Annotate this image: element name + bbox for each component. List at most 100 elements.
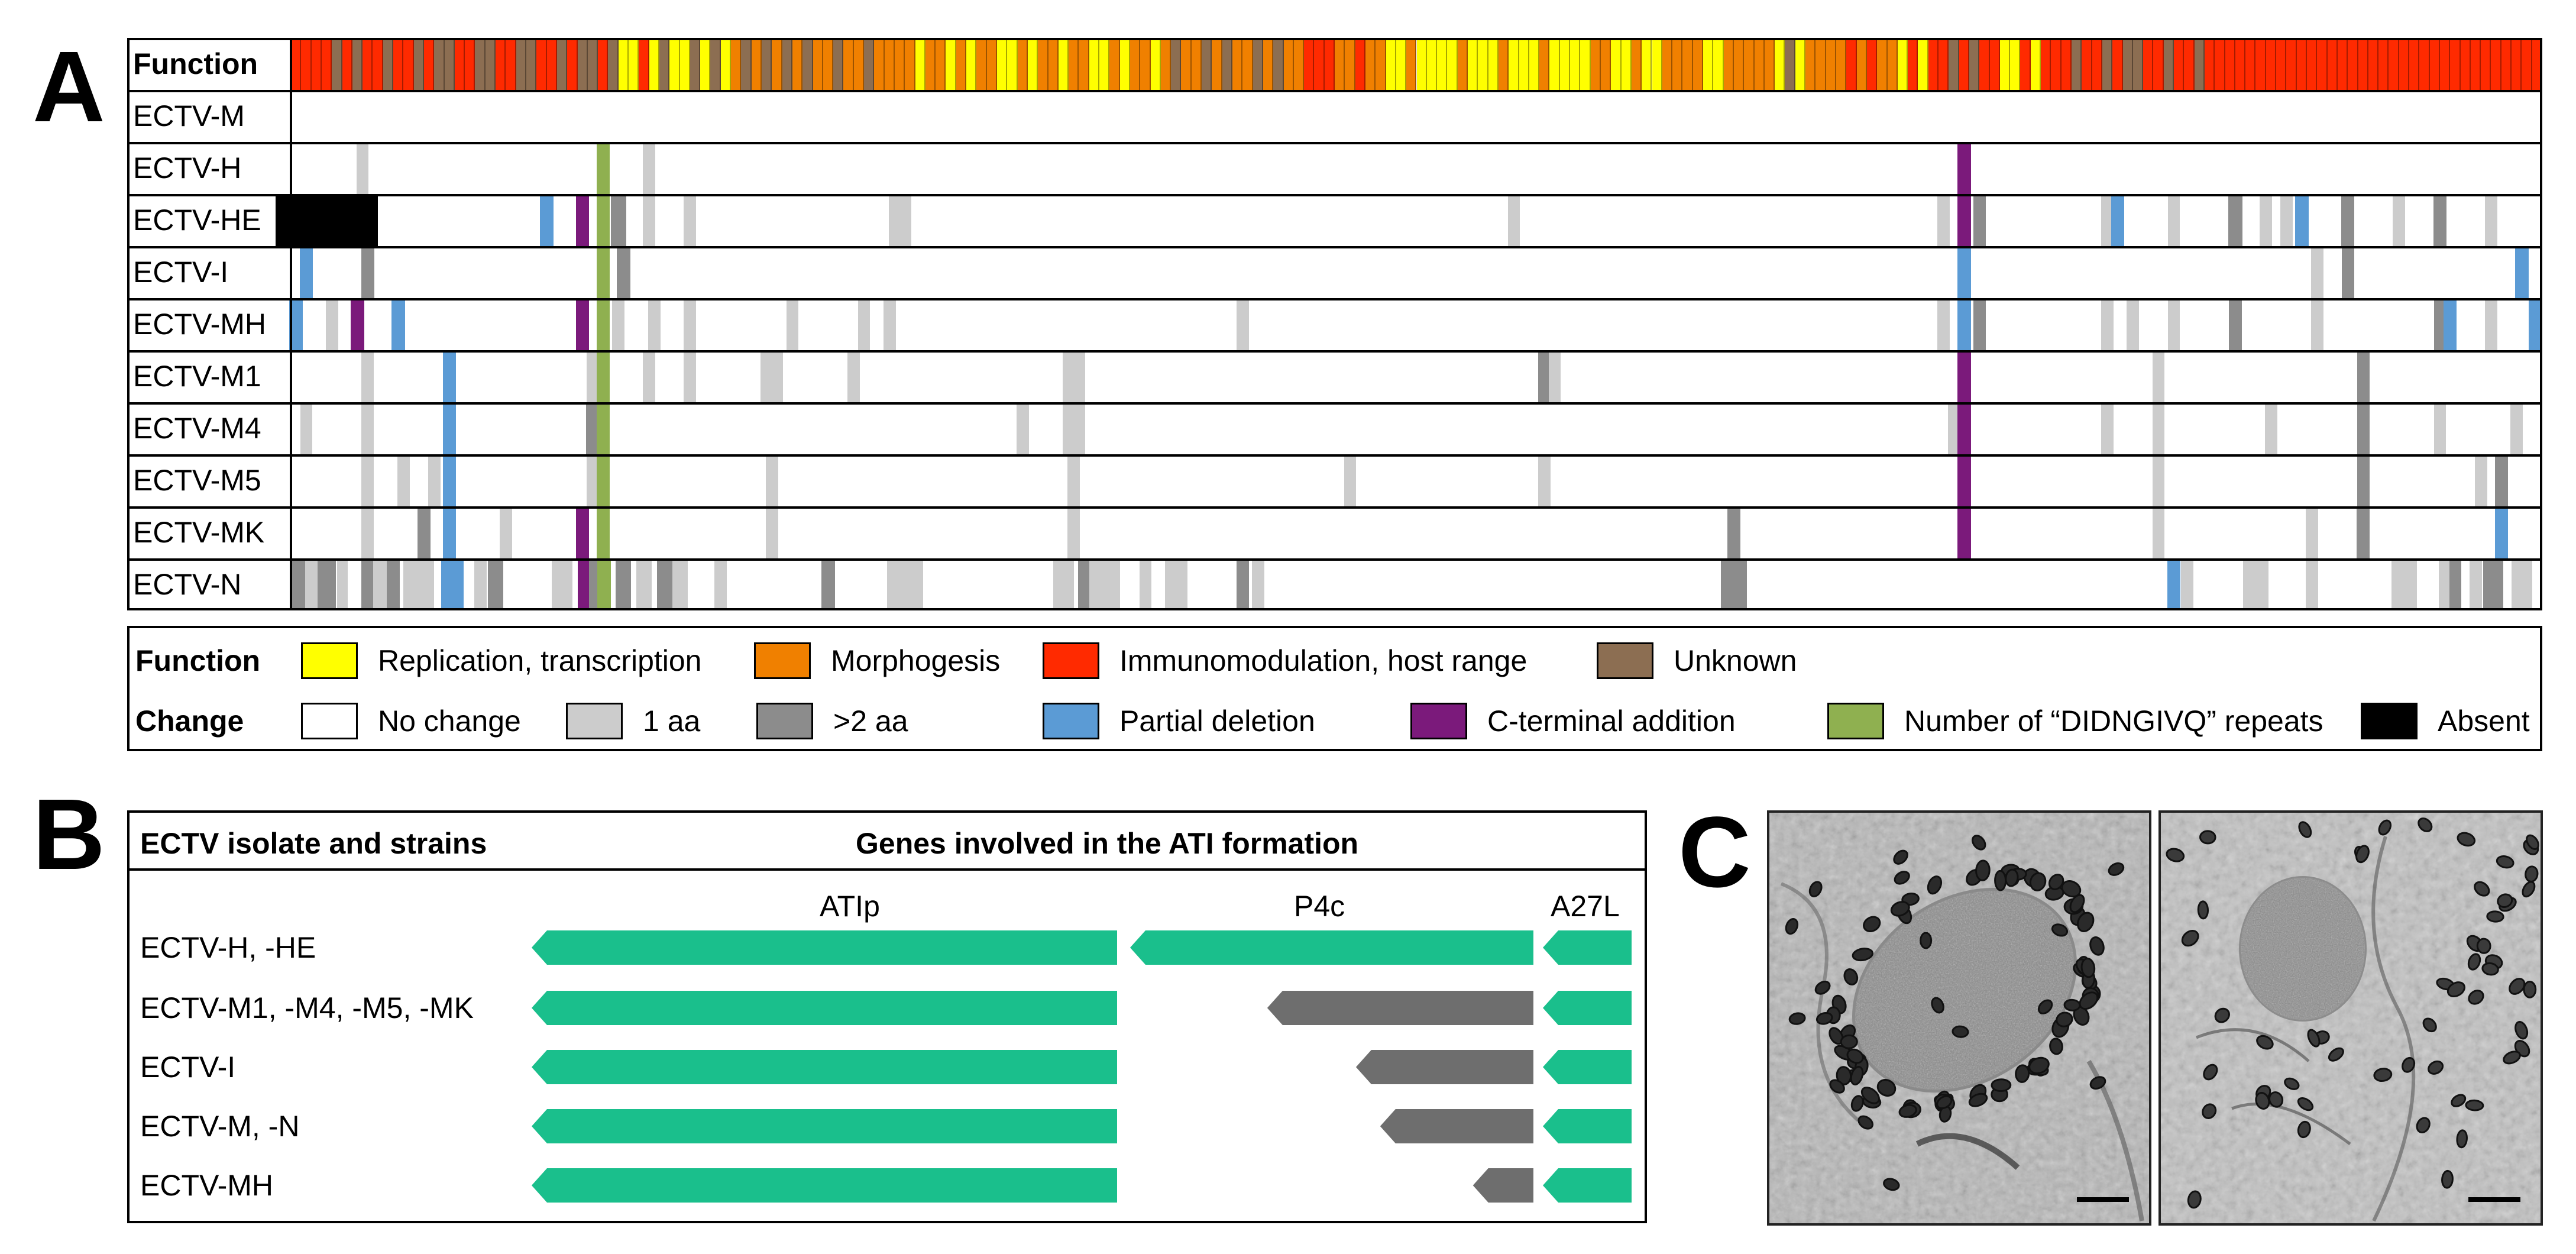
change-mark-one bbox=[474, 561, 487, 610]
change-mark-one bbox=[1937, 196, 1950, 246]
change-mark-cterm bbox=[1957, 405, 1971, 454]
gene-change-matrix: Function ECTV-M ECTV-H ECTV-HE ECTV-I ECTV-MH… bbox=[127, 38, 2542, 610]
function-cell bbox=[1570, 40, 1581, 90]
legend-label: Unknown bbox=[1674, 644, 1797, 677]
change-mark-many bbox=[2449, 561, 2462, 610]
function-cell bbox=[1764, 40, 1775, 90]
virion-particle bbox=[1994, 870, 2007, 891]
change-mark-many bbox=[1727, 509, 1741, 558]
change-mark-many bbox=[2341, 196, 2355, 246]
function-cell bbox=[1048, 40, 1059, 90]
function-cell bbox=[1816, 40, 1826, 90]
change-mark-del bbox=[1957, 300, 1971, 350]
function-cell bbox=[772, 40, 782, 90]
function-cell bbox=[1079, 40, 1089, 90]
function-cell bbox=[1498, 40, 1509, 90]
change-mark-one bbox=[2306, 509, 2318, 558]
gene-label-p4c: P4c bbox=[1294, 890, 1345, 923]
function-cell bbox=[1027, 40, 1038, 90]
function-cell bbox=[1212, 40, 1222, 90]
change-mark-one bbox=[1089, 561, 1120, 610]
function-cell bbox=[874, 40, 885, 90]
function-cell bbox=[352, 40, 363, 90]
change-mark-one bbox=[397, 457, 410, 506]
function-cell bbox=[2460, 40, 2471, 90]
virion-particle bbox=[1952, 1025, 1969, 1038]
header-genes: Genes involved in the ATI formation bbox=[856, 827, 1359, 860]
change-mark-one bbox=[648, 300, 661, 350]
function-cell bbox=[1897, 40, 1908, 90]
virion-particle bbox=[2446, 981, 2465, 998]
virion-particle bbox=[2457, 832, 2476, 847]
virion-particle bbox=[2402, 1056, 2416, 1073]
change-mark-one bbox=[2181, 561, 2193, 610]
function-cell bbox=[1160, 40, 1172, 90]
legend-label: C-terminal addition bbox=[1487, 704, 1736, 738]
function-cell bbox=[577, 40, 588, 90]
row-label-ectv-m1: ECTV-M1 bbox=[133, 360, 261, 393]
row-label: ECTV-I bbox=[140, 1051, 236, 1084]
virion-particle bbox=[2181, 929, 2199, 947]
virion-particle bbox=[2428, 1060, 2444, 1075]
virion-particle bbox=[2051, 923, 2069, 937]
function-cell bbox=[649, 40, 659, 90]
function-cell bbox=[1437, 40, 1448, 90]
change-mark-one bbox=[2470, 561, 2482, 610]
change-mark-many bbox=[317, 561, 336, 610]
function-cell bbox=[802, 40, 813, 90]
change-mark-many bbox=[2341, 248, 2354, 298]
change-mark-rep bbox=[596, 196, 610, 246]
function-cell bbox=[1959, 40, 1969, 90]
virion-particle bbox=[2256, 1035, 2274, 1050]
virion-particle bbox=[2268, 1091, 2284, 1108]
virion-particle bbox=[1860, 1087, 1880, 1104]
virion-particle bbox=[2298, 821, 2312, 838]
function-cell bbox=[332, 40, 342, 90]
change-mark-rep bbox=[596, 405, 610, 454]
function-cell bbox=[454, 40, 465, 90]
function-cell bbox=[2266, 40, 2277, 90]
function-cell bbox=[311, 40, 322, 90]
change-mark-one bbox=[2152, 353, 2165, 402]
function-cell bbox=[2112, 40, 2123, 90]
panel-b-letter: B bbox=[33, 778, 105, 891]
virion-particle bbox=[1927, 875, 1943, 895]
micrograph-right bbox=[2158, 810, 2543, 1226]
change-mark-one bbox=[2101, 300, 2114, 350]
change-mark-many bbox=[1236, 561, 1249, 610]
virion-particle bbox=[1890, 901, 1910, 917]
change-mark-one bbox=[2280, 196, 2293, 246]
function-cell bbox=[2522, 40, 2532, 90]
change-mark-del bbox=[442, 353, 457, 402]
change-mark-one bbox=[403, 561, 435, 610]
virion-particle bbox=[2048, 874, 2064, 890]
function-cell bbox=[1887, 40, 1898, 90]
change-mark-abs bbox=[276, 196, 378, 246]
function-cell bbox=[915, 40, 925, 90]
function-cell bbox=[690, 40, 701, 90]
legend-swatch-dark-gray bbox=[756, 703, 813, 739]
function-cell bbox=[393, 40, 404, 90]
change-mark-cterm bbox=[1957, 196, 1971, 246]
legend-label: Replication, transcription bbox=[378, 644, 702, 677]
function-cell bbox=[475, 40, 486, 90]
function-cell bbox=[1099, 40, 1110, 90]
virion-particle bbox=[2451, 1094, 2467, 1107]
function-cell bbox=[2061, 40, 2072, 90]
row-divider bbox=[127, 608, 2542, 610]
change-mark-many bbox=[2494, 457, 2509, 506]
function-cell bbox=[1314, 40, 1325, 90]
virion-particle bbox=[2465, 1099, 2484, 1111]
virion-particle bbox=[2015, 1064, 2030, 1083]
a27l-gene-arrow bbox=[1543, 1109, 1632, 1143]
function-cell bbox=[1478, 40, 1488, 90]
function-cell bbox=[536, 40, 547, 90]
function-cell bbox=[2041, 40, 2051, 90]
gene-label-a27l: A27L bbox=[1551, 890, 1620, 923]
virion-particle bbox=[1931, 997, 1944, 1014]
function-cell bbox=[2174, 40, 2185, 90]
function-cell bbox=[1989, 40, 2000, 90]
function-cell bbox=[1692, 40, 1704, 90]
function-cell bbox=[659, 40, 670, 90]
function-cell bbox=[2470, 40, 2481, 90]
